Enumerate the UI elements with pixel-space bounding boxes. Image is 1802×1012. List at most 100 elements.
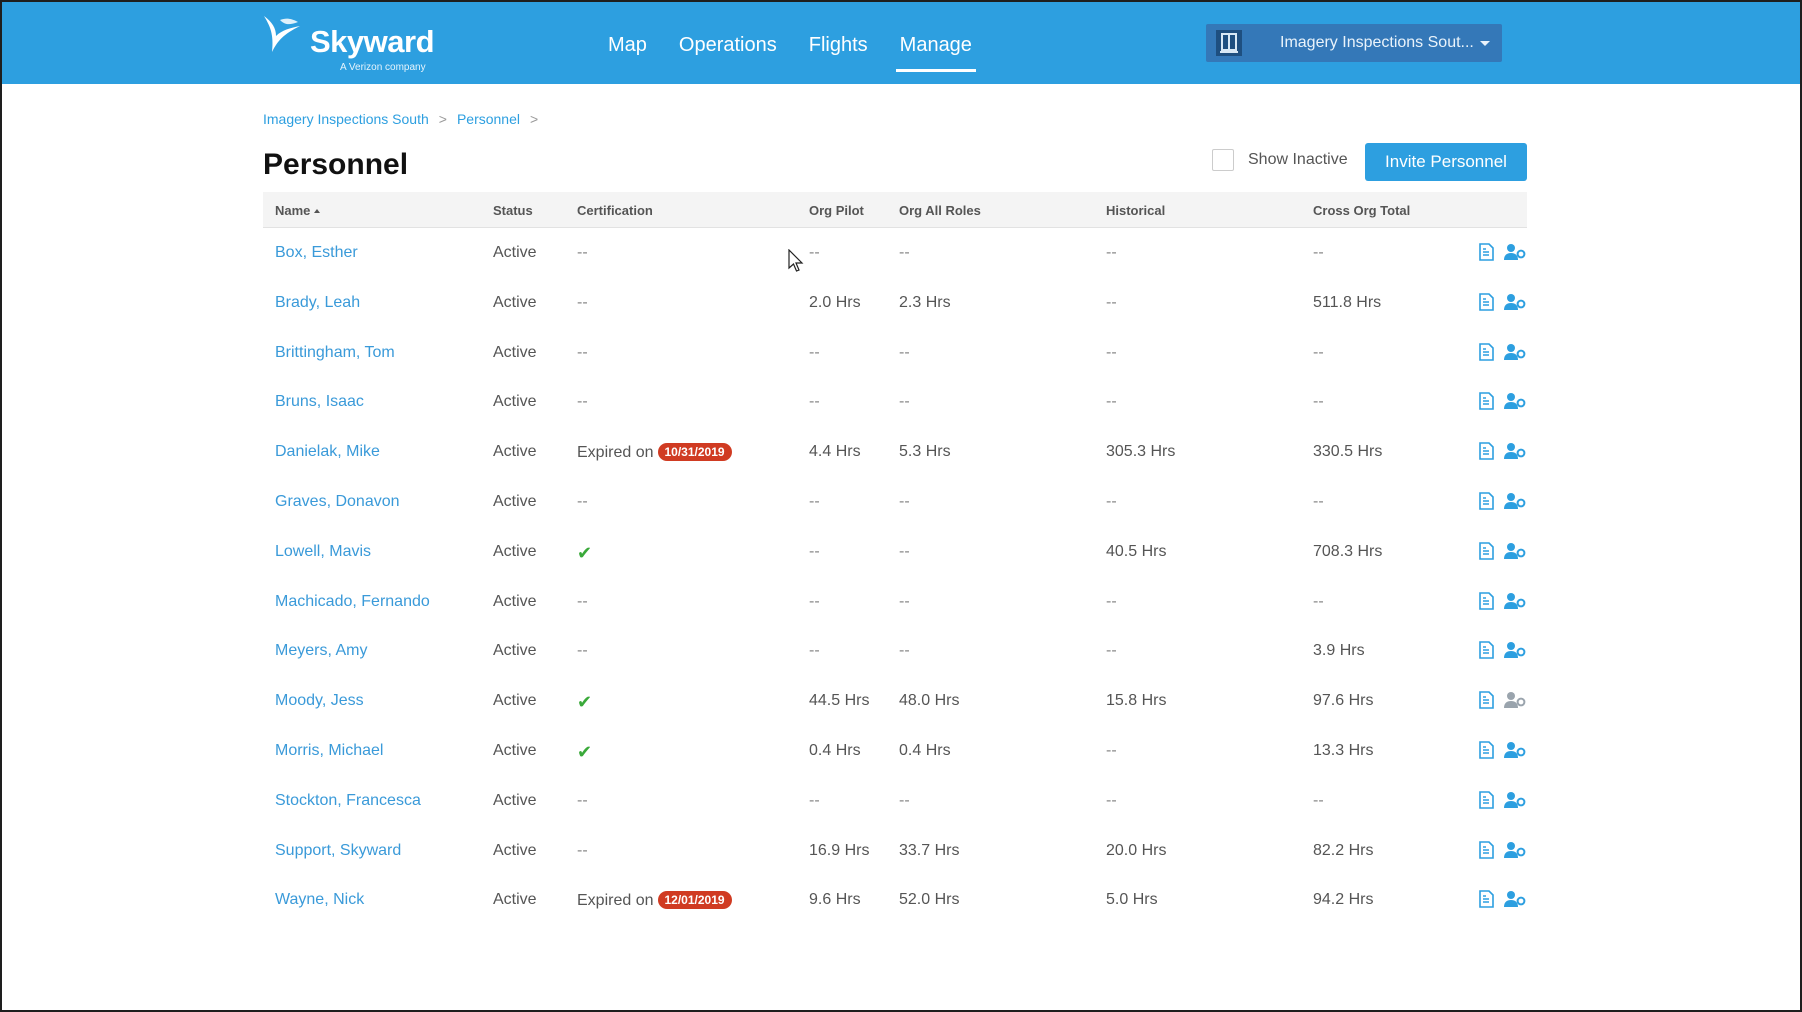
status-cell: Active xyxy=(493,443,537,461)
status-cell: Active xyxy=(493,592,537,610)
column-header-org-pilot[interactable]: Org Pilot xyxy=(809,203,864,218)
document-icon[interactable] xyxy=(1476,541,1496,561)
row-actions xyxy=(1476,242,1526,262)
personnel-name-link[interactable]: Brady, Leah xyxy=(275,293,361,311)
table-row: Wayne, Nick Active Expired on 12/01/2019 9.6… xyxy=(263,875,1527,925)
personnel-name-link[interactable]: Box, Esther xyxy=(275,244,358,261)
column-header-status[interactable]: Status xyxy=(493,203,533,218)
document-icon[interactable] xyxy=(1476,491,1496,511)
row-actions xyxy=(1476,740,1526,760)
personnel-name-link[interactable]: Wayne, Nick xyxy=(275,891,365,909)
nav-flights[interactable]: Flights xyxy=(808,34,868,56)
row-actions xyxy=(1476,640,1526,660)
cross-org-total-cell: 13.3 Hrs xyxy=(1313,741,1374,759)
personnel-name-link[interactable]: Stockton, Francesca xyxy=(275,791,421,809)
personnel-name-link[interactable]: Brittingham, Tom xyxy=(275,343,395,361)
user-gear-icon[interactable] xyxy=(1504,342,1526,362)
personnel-name-link[interactable]: Lowell, Mavis xyxy=(275,542,372,560)
cross-org-total-cell: -- xyxy=(1313,492,1324,510)
document-icon[interactable] xyxy=(1476,292,1496,312)
table-row: Graves, Donavon Active -- -- -- -- -- xyxy=(263,477,1527,527)
breadcrumb: Imagery Inspections South > Personnel > xyxy=(263,111,538,127)
org-pilot-cell: -- xyxy=(809,642,820,660)
org-all-roles-cell: 2.3 Hrs xyxy=(899,293,951,311)
personnel-name-link[interactable]: Moody, Jess xyxy=(275,692,364,710)
user-gear-icon[interactable] xyxy=(1504,441,1526,461)
invite-personnel-button[interactable]: Invite Personnel xyxy=(1365,143,1527,181)
status-cell: Active xyxy=(493,244,537,261)
show-inactive-label: Show Inactive xyxy=(1248,151,1348,168)
document-icon[interactable] xyxy=(1476,441,1496,461)
document-icon[interactable] xyxy=(1476,640,1496,660)
cross-org-total-cell: 708.3 Hrs xyxy=(1313,542,1383,560)
document-icon[interactable] xyxy=(1476,242,1496,262)
org-pilot-cell: 0.4 Hrs xyxy=(809,741,861,759)
show-inactive-toggle: Show Inactive xyxy=(1212,149,1348,171)
user-gear-icon[interactable] xyxy=(1504,790,1526,810)
personnel-name-link[interactable]: Meyers, Amy xyxy=(275,642,368,660)
document-icon[interactable] xyxy=(1476,790,1496,810)
user-gear-icon[interactable] xyxy=(1504,840,1526,860)
org-all-roles-cell: -- xyxy=(899,542,910,560)
table-row: Morris, Michael Active ✔ 0.4 Hrs 0.4 Hrs -- 13… xyxy=(263,726,1527,776)
document-icon[interactable] xyxy=(1476,740,1496,760)
status-cell: Active xyxy=(493,741,537,759)
org-all-roles-cell: -- xyxy=(899,592,910,610)
user-gear-icon[interactable] xyxy=(1504,889,1526,909)
document-icon[interactable] xyxy=(1476,391,1496,411)
column-header-cross-org-total[interactable]: Cross Org Total xyxy=(1313,203,1411,218)
nav-operations[interactable]: Operations xyxy=(678,34,777,56)
user-gear-icon[interactable] xyxy=(1504,242,1526,262)
organization-selector[interactable]: Imagery Inspections Sout... xyxy=(1206,24,1502,62)
document-icon[interactable] xyxy=(1476,591,1496,611)
personnel-name-link[interactable]: Support, Skyward xyxy=(275,841,402,859)
status-cell: Active xyxy=(493,642,537,660)
column-header-name[interactable]: Name xyxy=(275,203,321,218)
status-cell: Active xyxy=(493,393,537,411)
personnel-name-link[interactable]: Danielak, Mike xyxy=(275,443,380,461)
org-pilot-cell: -- xyxy=(809,492,820,510)
personnel-name-link[interactable]: Bruns, Isaac xyxy=(275,393,364,411)
document-icon[interactable] xyxy=(1476,840,1496,860)
user-gear-icon[interactable] xyxy=(1504,391,1526,411)
personnel-name-link[interactable]: Machicado, Fernando xyxy=(275,592,430,610)
user-gear-icon[interactable] xyxy=(1504,740,1526,760)
historical-cell: 20.0 Hrs xyxy=(1106,841,1167,859)
breadcrumb-separator: > xyxy=(438,111,447,127)
nav-manage[interactable]: Manage xyxy=(884,2,988,84)
column-header-historical[interactable]: Historical xyxy=(1106,203,1166,218)
org-all-roles-cell: 48.0 Hrs xyxy=(899,692,960,710)
historical-cell: -- xyxy=(1106,791,1117,809)
chevron-down-icon xyxy=(1480,41,1490,46)
certification-cell: -- xyxy=(577,293,588,311)
column-header-org-all-roles[interactable]: Org All Roles xyxy=(899,203,981,218)
org-pilot-cell: 4.4 Hrs xyxy=(809,443,861,461)
personnel-name-link[interactable]: Morris, Michael xyxy=(275,741,384,759)
user-gear-icon[interactable] xyxy=(1504,292,1526,312)
document-icon[interactable] xyxy=(1476,889,1496,909)
table-row: Moody, Jess Active ✔ 44.5 Hrs 48.0 Hrs 15.8 H… xyxy=(263,676,1527,726)
show-inactive-checkbox[interactable] xyxy=(1212,149,1234,171)
nav-map[interactable]: Map xyxy=(608,34,647,56)
breadcrumb-organization[interactable]: Imagery Inspections South xyxy=(263,111,429,127)
org-pilot-cell: 16.9 Hrs xyxy=(809,841,870,859)
user-gear-icon[interactable] xyxy=(1504,541,1526,561)
org-pilot-cell: -- xyxy=(809,393,820,411)
skyward-logo[interactable]: Skyward A Verizon company xyxy=(260,10,440,76)
user-gear-icon[interactable] xyxy=(1504,640,1526,660)
user-gear-icon[interactable] xyxy=(1504,491,1526,511)
document-icon[interactable] xyxy=(1476,342,1496,362)
personnel-name-link[interactable]: Graves, Donavon xyxy=(275,492,400,510)
org-pilot-cell: -- xyxy=(809,244,820,261)
user-gear-icon[interactable] xyxy=(1504,690,1526,710)
document-icon[interactable] xyxy=(1476,690,1496,710)
certification-valid-check-icon: ✔ xyxy=(577,692,593,713)
org-all-roles-cell: 0.4 Hrs xyxy=(899,741,951,759)
historical-cell: 305.3 Hrs xyxy=(1106,443,1176,461)
user-gear-icon[interactable] xyxy=(1504,591,1526,611)
row-actions xyxy=(1476,690,1526,710)
org-all-roles-cell: -- xyxy=(899,393,910,411)
column-header-certification[interactable]: Certification xyxy=(577,203,653,218)
table-row: Support, Skyward Active -- 16.9 Hrs 33.7 Hrs… xyxy=(263,826,1527,876)
breadcrumb-personnel[interactable]: Personnel xyxy=(456,111,520,127)
